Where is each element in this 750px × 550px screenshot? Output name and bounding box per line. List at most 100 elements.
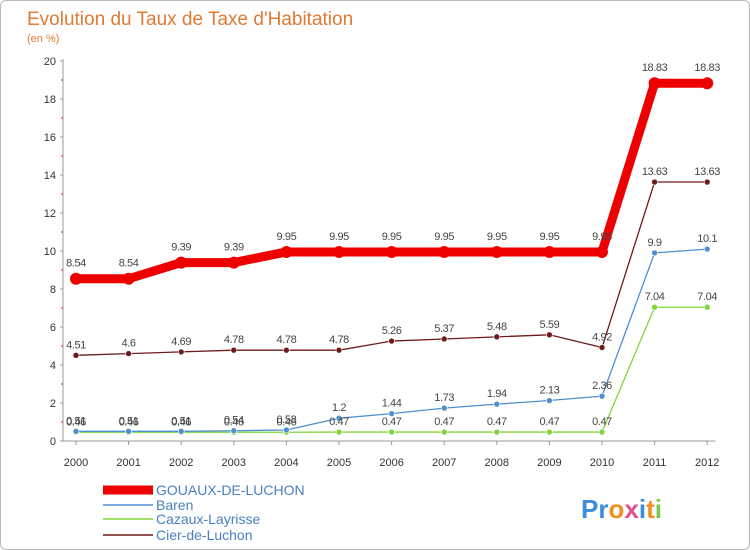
data-labels: 4.51 4.6 4.69 4.78 4.78 4.78 5.26 5.37 5.48 5.59 4… (66, 62, 721, 428)
data-label: 1.73 (434, 392, 454, 404)
proxiti-logo: Proxiti (581, 494, 662, 524)
data-label: 0.47 (539, 416, 559, 428)
data-point (125, 350, 132, 357)
data-point (490, 245, 503, 258)
data-point (230, 427, 238, 435)
y-tick-label: 10 (44, 246, 56, 258)
data-label: 9.39 (171, 242, 191, 254)
data-label: 7.04 (697, 291, 717, 303)
data-point (175, 256, 188, 269)
legend-label: GOUAUX-DE-LUCHON (156, 482, 305, 498)
data-label: 9.9 (648, 237, 662, 249)
data-label: 9.95 (539, 231, 559, 243)
data-point (283, 426, 290, 434)
data-point (703, 178, 711, 186)
data-label: 4.78 (329, 334, 349, 346)
x-tick-label: 2007 (432, 457, 456, 469)
data-label: 9.95 (329, 231, 349, 243)
y-tick-label: 20 (44, 56, 56, 68)
data-label: 0.46 (224, 416, 244, 428)
data-point (598, 392, 606, 400)
data-label: 8.54 (66, 258, 86, 270)
y-tick-label: 8 (50, 284, 56, 296)
data-label: 9.95 (434, 231, 454, 243)
data-label: 5.48 (487, 321, 507, 333)
data-point (335, 428, 343, 436)
legend-label: Cier-de-Luchon (156, 527, 253, 543)
data-point (598, 344, 606, 351)
data-label: 2.36 (592, 380, 612, 392)
x-tick-label: 2010 (590, 457, 614, 469)
x-tick-label: 2000 (64, 457, 88, 469)
data-point (440, 404, 448, 412)
legend: GOUAUX-DE-LUCHONBarenCazaux-LayrisseCier… (103, 482, 305, 543)
data-label: 5.26 (382, 325, 402, 337)
data-point (177, 348, 185, 356)
data-point (283, 346, 290, 354)
x-tick-label: 2012 (695, 457, 719, 469)
data-label: 0.51 (171, 415, 191, 427)
data-label: 0.47 (382, 416, 402, 428)
data-label: 0.51 (66, 415, 86, 427)
y-tick-label: 16 (44, 132, 56, 144)
data-label: 18.83 (642, 62, 668, 74)
data-point (72, 352, 80, 359)
x-tick-label: 2003 (222, 457, 246, 469)
data-point (388, 428, 395, 436)
data-label: 4.6 (122, 338, 136, 350)
data-point (546, 397, 553, 404)
x-tick-label: 2001 (116, 457, 140, 469)
data-point (440, 335, 448, 343)
data-point (335, 414, 343, 422)
data-point (438, 245, 451, 258)
data-label: 9.95 (487, 231, 507, 243)
data-label: 1.2 (332, 402, 346, 414)
y-tick-label: 18 (44, 94, 56, 106)
legend-label: Baren (156, 497, 193, 513)
data-label: 0.46 (119, 416, 139, 428)
data-point (703, 245, 711, 253)
x-tick-label: 2009 (537, 457, 561, 469)
data-point (388, 337, 395, 345)
y-tick-label: 6 (50, 322, 56, 334)
data-label: 0.47 (487, 416, 507, 428)
chart-subtitle: (en %) (27, 33, 59, 45)
data-label: 0.46 (171, 416, 191, 428)
data-point (493, 333, 501, 341)
data-label: 9.95 (276, 231, 296, 243)
data-point (70, 272, 82, 285)
data-label: 1.94 (487, 388, 507, 400)
data-point (335, 346, 343, 354)
data-label: 0.46 (276, 416, 296, 428)
y-tick-label: 0 (50, 436, 56, 448)
data-point (543, 245, 556, 258)
data-point (546, 428, 553, 436)
x-tick-label: 2004 (274, 457, 298, 469)
y-tick-label: 14 (44, 170, 56, 182)
data-label: 18.83 (694, 62, 720, 74)
data-label: 0.47 (434, 416, 454, 428)
y-tick-label: 2 (50, 398, 56, 410)
data-label: 4.78 (224, 334, 244, 346)
x-tick-label: 2006 (379, 457, 403, 469)
data-label: 5.59 (539, 319, 559, 331)
data-point (596, 245, 608, 258)
data-label: 0.47 (329, 416, 349, 428)
x-tick-label: 2002 (169, 457, 193, 469)
x-tick-label: 2008 (485, 457, 509, 469)
data-label: 0.51 (119, 415, 139, 427)
data-label: 0.46 (66, 416, 86, 428)
data-label: 0.58 (276, 414, 296, 426)
y-tick-label: 12 (44, 208, 56, 220)
data-point (122, 272, 135, 285)
data-label: 0.47 (592, 416, 612, 428)
data-point (598, 428, 606, 436)
data-label: 0.54 (224, 415, 244, 427)
data-point (651, 249, 658, 257)
data-point (125, 428, 132, 435)
data-point (701, 77, 714, 90)
data-point (440, 428, 448, 436)
data-point (388, 410, 395, 417)
